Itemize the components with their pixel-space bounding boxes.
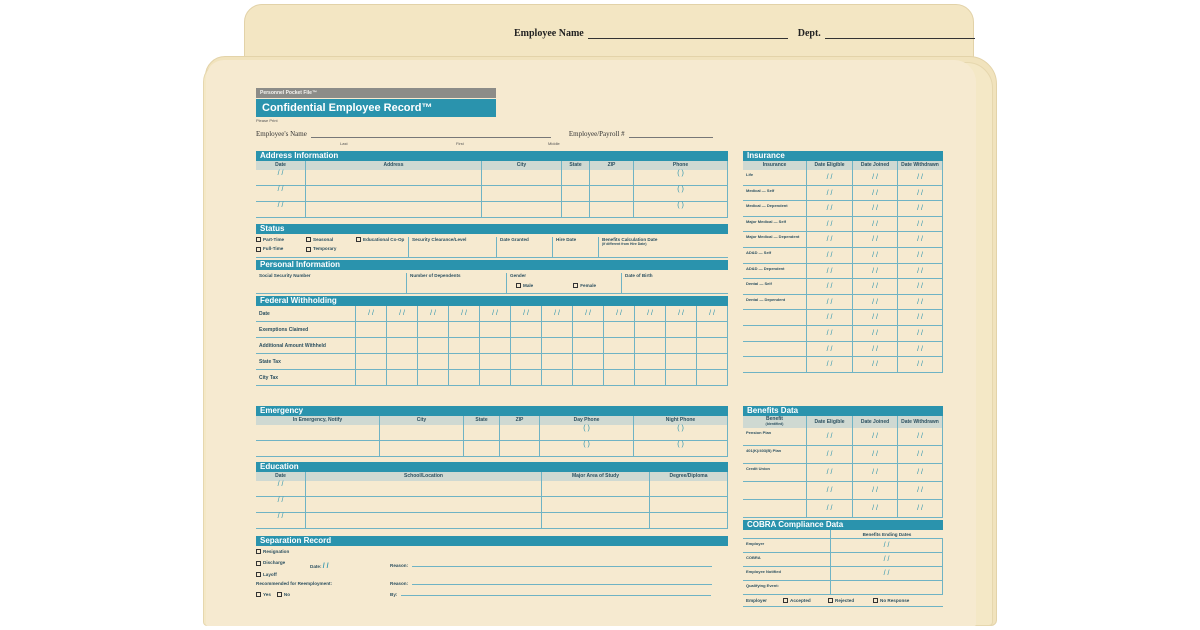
- education-row: / /: [256, 497, 728, 513]
- separation-title: Separation Record: [256, 536, 728, 546]
- tab-employee-name: Employee Name Dept.: [514, 28, 975, 39]
- federal-row: Additional Amount Withheld: [256, 338, 728, 354]
- cobra-row: Qualifying Event:: [743, 581, 943, 595]
- education-row: / /: [256, 513, 728, 529]
- address-row: / /( ): [256, 202, 728, 218]
- education-section: Education Date School/Location Major Are…: [256, 462, 728, 529]
- cobra-row: Employee Notified / /: [743, 567, 943, 581]
- male-checkbox[interactable]: [516, 283, 521, 289]
- insurance-row: / / / / / /: [743, 341, 943, 358]
- address-title: Address Information: [256, 151, 728, 161]
- insurance-row: Dental — Self / / / / / /: [743, 279, 943, 295]
- insurance-row: Medical — Dependent / / / / / /: [743, 201, 943, 217]
- benefit-row: / / / / / /: [743, 482, 943, 500]
- no-response-checkbox[interactable]: [873, 598, 878, 603]
- insurance-row: / / / / / /: [743, 357, 943, 373]
- emergency-title: Emergency: [256, 406, 728, 416]
- insurance-row: Medical — Self / / / / / /: [743, 185, 943, 202]
- federal-title: Federal Withholding: [256, 296, 728, 306]
- insurance-row: Major Medical — Dependent / / / / / /: [743, 232, 943, 248]
- accepted-checkbox[interactable]: [783, 598, 788, 603]
- cobra-row: COBRA / /: [743, 553, 943, 567]
- insurance-row: / / / / / /: [743, 325, 943, 342]
- benefit-row: Pension Plan / / / / / /: [743, 428, 943, 446]
- federal-row: Exemptions Claimed: [256, 322, 728, 338]
- personal-section: Personal Information Social Security Num…: [256, 260, 728, 294]
- personal-title: Personal Information: [256, 260, 728, 270]
- pocket-file-label: Personnel Pocket File™: [256, 88, 496, 98]
- insurance-row: Life / / / / / /: [743, 170, 943, 186]
- yes-checkbox[interactable]: [256, 592, 261, 598]
- cobra-row: Employer / /: [743, 539, 943, 553]
- status-section: Status Part-Time Full-Time Seasonal Temp…: [256, 224, 728, 258]
- federal-row: State Tax: [256, 354, 728, 370]
- cobra-section: COBRA Compliance Data Benefits Ending Da…: [743, 520, 943, 607]
- female-checkbox[interactable]: [573, 283, 579, 289]
- temporary-checkbox[interactable]: [306, 246, 311, 252]
- benefit-row: / / / / / /: [743, 500, 943, 518]
- federal-section: Federal Withholding Date / / / / / / / / / / /…: [256, 296, 728, 386]
- education-row: / /: [256, 481, 728, 497]
- part-time-checkbox[interactable]: [256, 237, 261, 243]
- layoff-checkbox[interactable]: [256, 571, 261, 577]
- address-section: Address Information Date Address City St…: [256, 151, 728, 218]
- full-time-checkbox[interactable]: [256, 246, 261, 252]
- cobra-title: COBRA Compliance Data: [743, 520, 943, 530]
- federal-row: Date / / / / / / / / / / / / / / / / / / / / / / / /: [256, 306, 728, 322]
- benefit-row: Credit Union / / / / / /: [743, 464, 943, 482]
- form-title: Confidential Employee Record™: [256, 99, 496, 117]
- benefit-row: 401(K)/403(B) Plan / / / / / /: [743, 446, 943, 464]
- please-print: Please Print: [256, 118, 278, 123]
- emergency-row: ( )( ): [256, 441, 728, 457]
- educational-checkbox[interactable]: [356, 237, 361, 243]
- benefits-title: Benefits Data: [743, 406, 943, 416]
- address-headers: Date Address City State ZIP Phone: [256, 161, 728, 170]
- insurance-section: Insurance Insurance Date Eligible Date J…: [743, 151, 943, 373]
- emergency-section: Emergency In Emergency, Notify City Stat…: [256, 406, 728, 457]
- insurance-row: Major Medical — Self / / / / / /: [743, 216, 943, 233]
- insurance-row: Dental — Dependent / / / / / /: [743, 294, 943, 311]
- seasonal-checkbox[interactable]: [306, 237, 311, 243]
- emergency-row: ( )( ): [256, 425, 728, 441]
- address-row: / /( ): [256, 186, 728, 202]
- rejected-checkbox[interactable]: [828, 598, 833, 603]
- no-checkbox[interactable]: [276, 592, 282, 598]
- benefits-section: Benefits Data Benefit (Identified) Date E…: [743, 406, 943, 518]
- discharge-checkbox[interactable]: [256, 560, 261, 566]
- insurance-row: AD&D — Self / / / / / /: [743, 247, 943, 264]
- education-title: Education: [256, 462, 728, 472]
- insurance-title: Insurance: [743, 151, 943, 161]
- status-title: Status: [256, 224, 728, 234]
- federal-row: City Tax: [256, 370, 728, 386]
- insurance-row: AD&D — Dependent / / / / / /: [743, 263, 943, 280]
- separation-section: Separation Record Resignation Discharge …: [256, 536, 728, 598]
- employee-name-row: Employee's Name Employee/Payroll #: [256, 130, 713, 138]
- address-row: / /( ): [256, 170, 728, 186]
- insurance-row: / / / / / /: [743, 310, 943, 326]
- resignation-checkbox[interactable]: [256, 549, 261, 555]
- record-header: Personnel Pocket File™ Confidential Empl…: [256, 88, 496, 123]
